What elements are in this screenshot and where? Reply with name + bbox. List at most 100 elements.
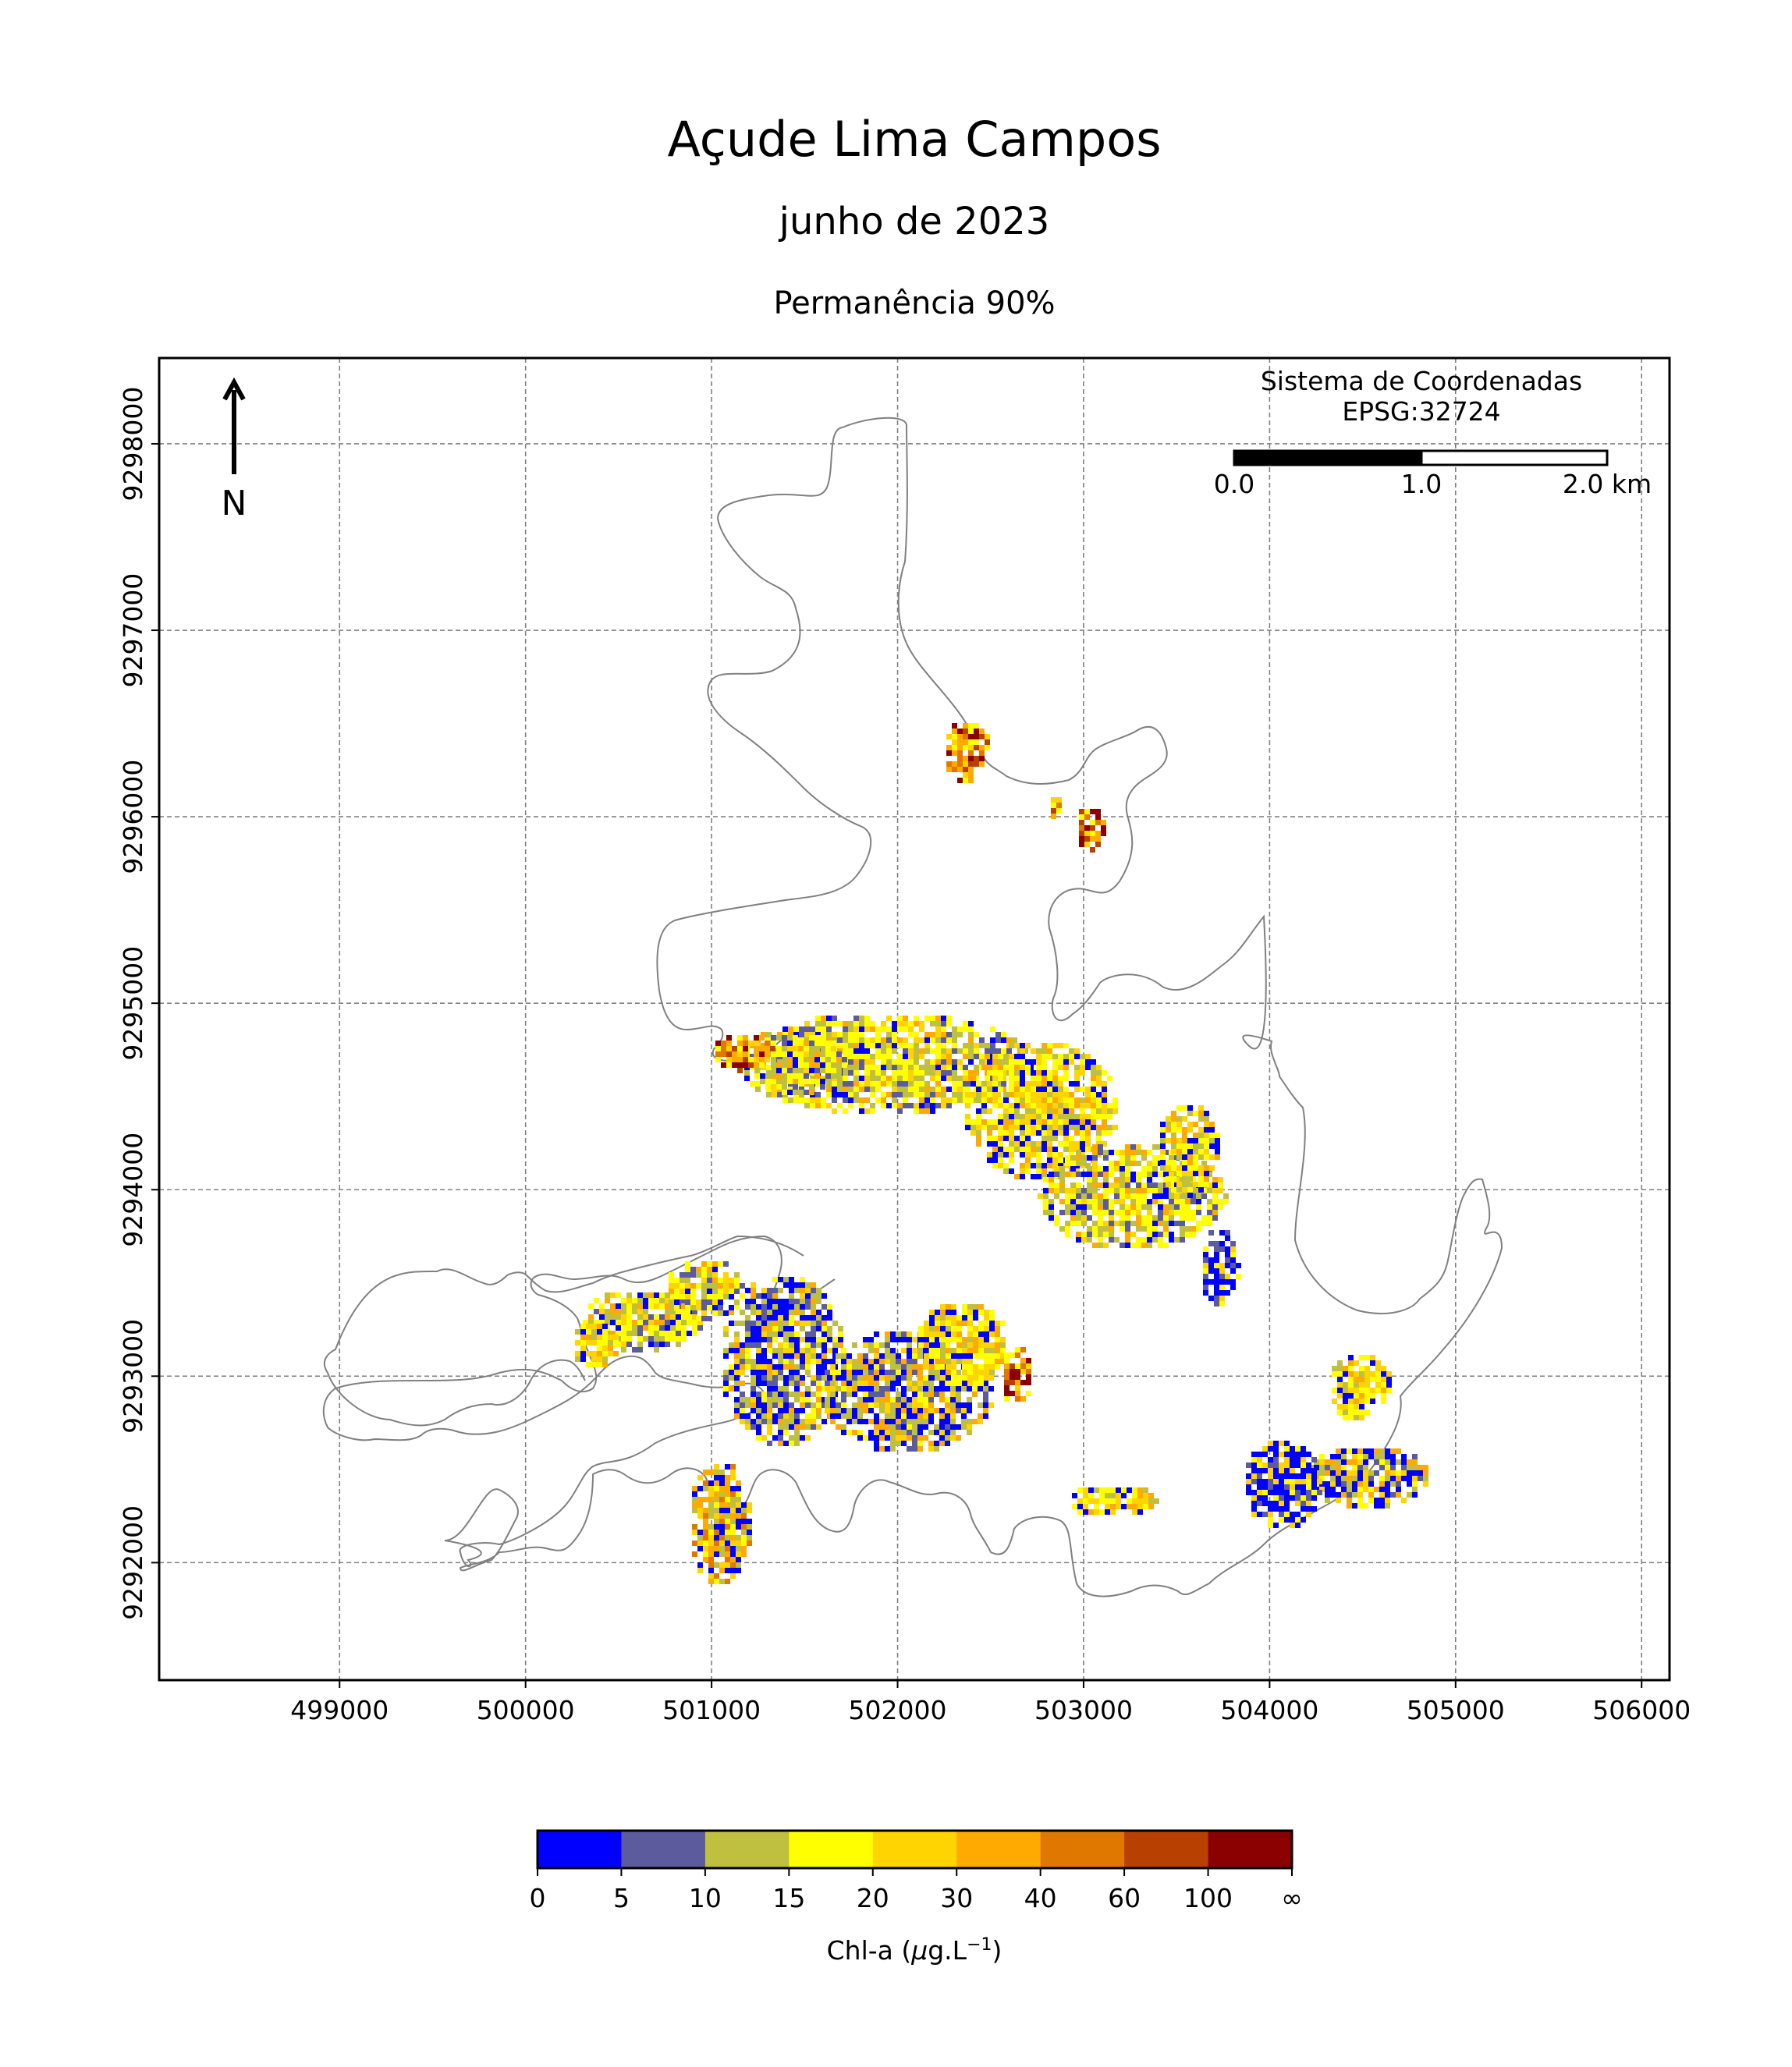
chla-pixel [1136,1204,1141,1210]
chla-pixel [621,1342,626,1347]
chla-pixel [956,1402,961,1408]
chla-pixel [751,1402,756,1408]
chla-pixel [1047,1054,1052,1059]
chla-pixel [715,1041,721,1046]
chla-pixel [1074,1048,1080,1054]
chla-pixel [929,1337,935,1342]
chla-pixel [963,1054,968,1059]
chla-pixel [783,1299,789,1304]
chla-pixel [725,1579,730,1584]
chla-pixel [783,1364,789,1370]
chla-pixel [805,1353,811,1359]
chla-pixel [1182,1149,1187,1154]
chla-pixel [782,1035,787,1041]
chla-pixel [853,1032,859,1037]
chla-pixel [712,1267,718,1272]
chla-pixel [863,1397,868,1402]
chla-pixel [1076,1182,1081,1188]
chla-pixel [1141,1172,1147,1177]
chla-pixel [967,1370,973,1375]
chla-pixel [1120,1210,1125,1215]
chla-pixel [1163,1221,1169,1226]
chla-pixel [745,1337,751,1342]
chla-pixel [928,1441,934,1446]
chla-pixel [848,1048,853,1054]
chla-pixel [767,1359,772,1364]
chla-pixel [701,1294,707,1299]
chla-pixel [846,1413,852,1419]
chla-pixel [907,1397,912,1402]
chla-pixel [685,1299,690,1305]
chla-pixel [708,1502,714,1508]
chla-pixel [811,1331,816,1337]
chla-pixel [939,1364,945,1370]
chla-pixel [1015,1353,1020,1358]
chla-pixel [868,1392,874,1397]
chla-pixel [1337,1371,1343,1377]
chla-pixel [703,1530,708,1535]
chla-pixel [924,1081,930,1087]
chla-pixel [1031,1059,1036,1065]
chla-pixel [961,1402,967,1408]
chla-pixel [1143,1504,1148,1509]
chla-pixel [901,1359,907,1364]
chla-pixel [594,1298,599,1303]
chla-pixel [837,1103,843,1108]
chla-pixel [827,1315,832,1321]
chla-pixel [1036,1054,1041,1059]
chla-pixel [1204,1176,1209,1182]
chla-pixel [637,1298,643,1303]
chla-pixel [892,1059,897,1065]
chla-pixel [914,1021,919,1026]
chla-pixel [1207,1172,1212,1177]
chla-pixel [756,1370,761,1375]
chla-pixel [730,1475,736,1480]
chla-pixel [1343,1366,1348,1371]
chla-pixel [928,1397,934,1402]
chla-pixel [730,1519,736,1524]
chla-pixel [751,1375,756,1381]
chla-pixel [1080,1070,1085,1076]
chla-pixel [838,1342,843,1348]
chla-pixel [890,1430,896,1435]
chla-pixel [714,1475,719,1480]
chla-pixel [814,1073,820,1079]
chla-pixel [1052,1114,1058,1119]
chla-pixel [987,1158,992,1163]
chla-pixel [1031,1119,1036,1125]
chla-pixel [946,1076,952,1081]
chla-pixel [957,761,963,767]
chla-pixel [1105,1504,1110,1509]
chla-pixel [778,1392,783,1397]
chla-pixel [703,1486,708,1491]
chla-pixel [637,1303,643,1309]
chla-pixel [967,1321,973,1326]
chla-pixel [616,1309,621,1314]
chla-pixel [968,1054,974,1059]
chla-pixel [751,1392,756,1397]
chla-pixel [586,1329,591,1335]
chla-pixel [1171,1187,1176,1193]
chla-pixel [648,1325,654,1331]
chla-pixel [811,1419,816,1424]
chla-pixel [841,1375,846,1381]
chla-pixel [814,1079,820,1084]
chla-pixel [846,1381,852,1386]
chla-pixel [799,1087,804,1092]
chla-pixel [772,1331,778,1337]
chla-pixel [1069,1114,1074,1119]
chla-pixel [1107,1125,1112,1130]
chla-pixel [1191,1177,1196,1182]
chla-pixel [998,1087,1003,1092]
chla-pixel [1203,1279,1208,1285]
chla-pixel [917,1381,923,1386]
chla-pixel [772,1321,778,1326]
chla-pixel [1107,1114,1112,1119]
chla-pixel [1031,1152,1036,1158]
chla-pixel [907,1337,912,1342]
chla-pixel [874,1397,879,1402]
chla-pixel [974,1076,979,1081]
chla-pixel [1085,1087,1091,1092]
chla-pixel [962,1375,967,1381]
chla-pixel [1301,1495,1306,1501]
